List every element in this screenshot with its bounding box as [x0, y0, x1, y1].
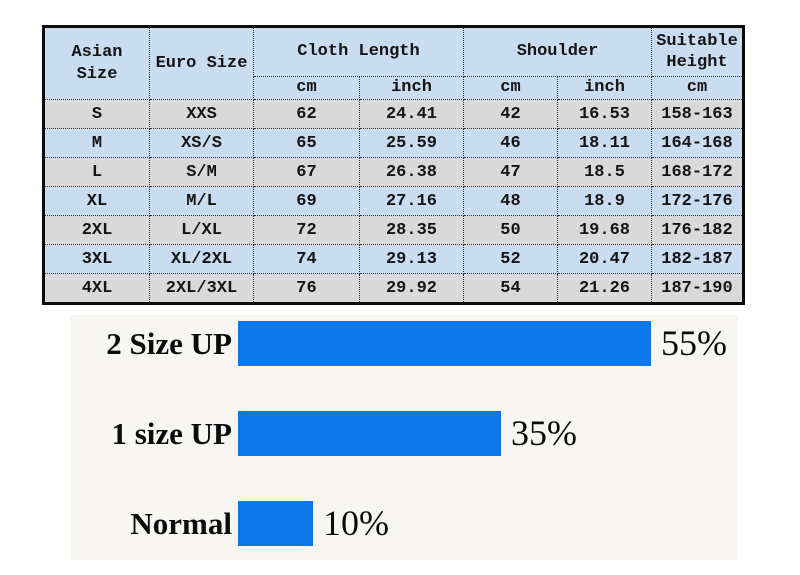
chart-category-label: 1 size UP	[111, 415, 232, 451]
table-cell: 158-163	[651, 99, 744, 129]
table-row: S XXS 62 24.41 42 16.53 158-163	[43, 99, 744, 129]
table-cell: 76	[253, 273, 360, 304]
table-cell: L/XL	[149, 215, 254, 245]
unit-header-cloth-inch: inch	[359, 76, 464, 100]
chart-row: 2 Size UP 55%	[0, 318, 800, 368]
chart-category-label: Normal	[130, 505, 232, 541]
table-cell: 24.41	[359, 99, 464, 129]
table-cell: XL/2XL	[149, 244, 254, 274]
table-cell: L	[43, 157, 150, 187]
table-cell: 74	[253, 244, 360, 274]
table-row: L S/M 67 26.38 47 18.5 168-172	[43, 157, 744, 187]
chart-row: Normal 10%	[0, 498, 800, 548]
table-cell: 18.9	[557, 186, 652, 216]
table-cell: 16.53	[557, 99, 652, 129]
table-cell: 50	[463, 215, 558, 245]
table-cell: 187-190	[651, 273, 744, 304]
size-chart-table: Asian Size Euro Size Cloth Length Should…	[42, 25, 745, 305]
chart-row: 1 size UP 35%	[0, 408, 800, 458]
table-cell: 164-168	[651, 128, 744, 158]
col-header-asian-size: Asian Size	[43, 26, 150, 100]
table-cell: 2XL/3XL	[149, 273, 254, 304]
table-cell: 176-182	[651, 215, 744, 245]
unit-header-shoulder-cm: cm	[463, 76, 558, 100]
table-cell: 47	[463, 157, 558, 187]
table-cell: S	[43, 99, 150, 129]
table-cell: 4XL	[43, 273, 150, 304]
table-row: XL M/L 69 27.16 48 18.9 172-176	[43, 186, 744, 216]
table-cell: 29.92	[359, 273, 464, 304]
table-row: 2XL L/XL 72 28.35 50 19.68 176-182	[43, 215, 744, 245]
chart-bar	[238, 410, 501, 456]
chart-category-label: 2 Size UP	[106, 325, 232, 361]
table-cell: 27.16	[359, 186, 464, 216]
table-cell: XL	[43, 186, 150, 216]
table-cell: 72	[253, 215, 360, 245]
table-cell: 168-172	[651, 157, 744, 187]
table-cell: 67	[253, 157, 360, 187]
col-header-suitable-height: Suitable Height	[651, 26, 744, 77]
table-cell: 29.13	[359, 244, 464, 274]
table-cell: 28.35	[359, 215, 464, 245]
table-cell: 48	[463, 186, 558, 216]
table-row: M XS/S 65 25.59 46 18.11 164-168	[43, 128, 744, 158]
table-cell: 54	[463, 273, 558, 304]
table-cell: 46	[463, 128, 558, 158]
table-cell: 172-176	[651, 186, 744, 216]
table-cell: XXS	[149, 99, 254, 129]
chart-value-label: 55%	[661, 323, 727, 363]
table-row: 4XL 2XL/3XL 76 29.92 54 21.26 187-190	[43, 273, 744, 304]
table-cell: 21.26	[557, 273, 652, 304]
col-header-euro-size: Euro Size	[149, 26, 254, 100]
chart-value-label: 10%	[323, 503, 389, 543]
table-cell: M/L	[149, 186, 254, 216]
chart-bar	[238, 500, 313, 546]
table-header: Asian Size Euro Size Cloth Length Should…	[43, 26, 744, 100]
unit-header-cloth-cm: cm	[253, 76, 360, 100]
col-header-cloth-length: Cloth Length	[253, 26, 464, 77]
table-cell: S/M	[149, 157, 254, 187]
table-cell: M	[43, 128, 150, 158]
table-cell: 19.68	[557, 215, 652, 245]
table-cell: XS/S	[149, 128, 254, 158]
table-cell: 25.59	[359, 128, 464, 158]
bar-chart: 2 Size UP 55% 1 size UP 35% Normal 10%	[0, 318, 800, 575]
table-row: 3XL XL/2XL 74 29.13 52 20.47 182-187	[43, 244, 744, 274]
table-cell: 62	[253, 99, 360, 129]
table-cell: 26.38	[359, 157, 464, 187]
table-cell: 52	[463, 244, 558, 274]
unit-header-shoulder-inch: inch	[557, 76, 652, 100]
table-cell: 182-187	[651, 244, 744, 274]
table-cell: 18.11	[557, 128, 652, 158]
size-table-body: S XXS 62 24.41 42 16.53 158-163 M XS/S 65 25.59 46 1…	[43, 99, 744, 304]
table-cell: 20.47	[557, 244, 652, 274]
table-cell: 3XL	[43, 244, 150, 274]
table-cell: 18.5	[557, 157, 652, 187]
unit-header-suitable-cm: cm	[651, 76, 744, 100]
table-cell: 2XL	[43, 215, 150, 245]
col-header-shoulder: Shoulder	[463, 26, 652, 77]
chart-value-label: 35%	[511, 413, 577, 453]
table-cell: 69	[253, 186, 360, 216]
table-cell: 65	[253, 128, 360, 158]
table-cell: 42	[463, 99, 558, 129]
chart-bar	[238, 320, 651, 366]
